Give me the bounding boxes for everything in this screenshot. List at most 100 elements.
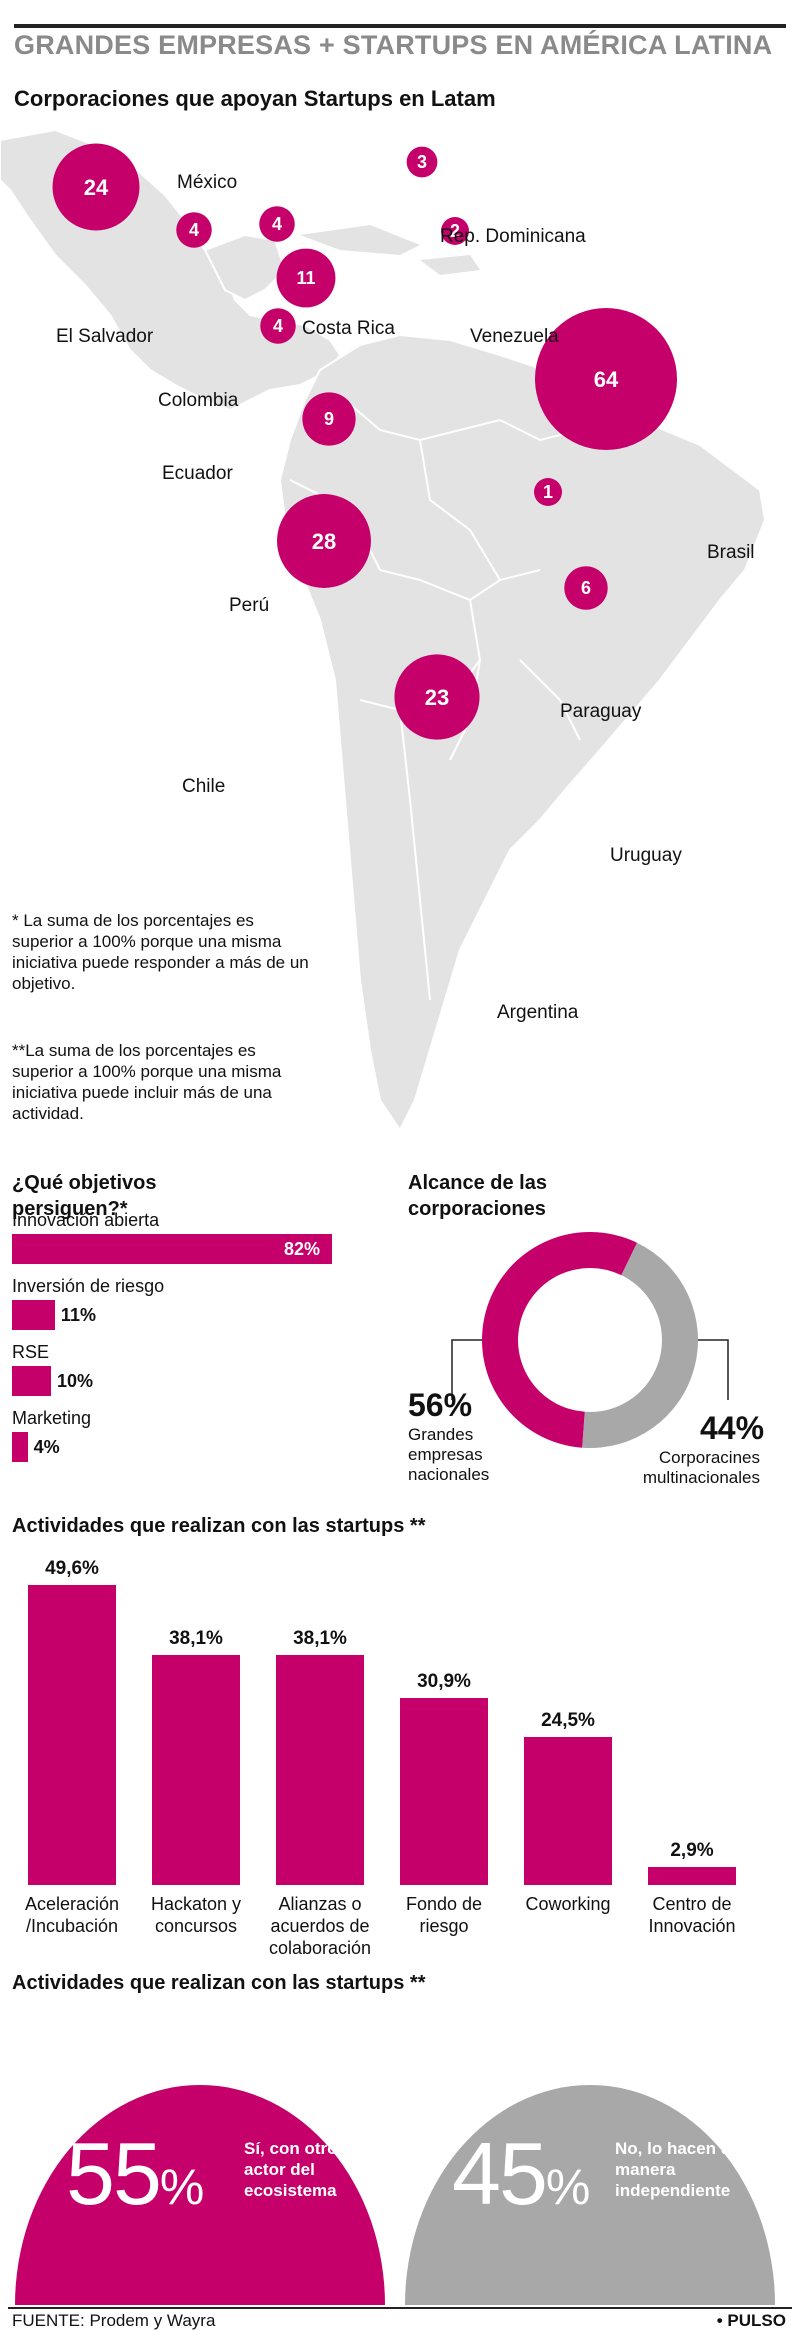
leader-national xyxy=(451,1339,482,1400)
bubble-value-9: 1 xyxy=(543,482,553,502)
activities-title: Actividades que realizan con las startup… xyxy=(12,1515,426,1537)
semi-pct-yes: 55% xyxy=(66,2130,204,2218)
semi-pct-no: 45% xyxy=(452,2130,590,2218)
map-yucatan xyxy=(203,233,287,302)
activity-category-3: Fondo de riesgo xyxy=(405,1894,483,1936)
map-cuba xyxy=(300,225,420,255)
semi-pct-yes-value: 55 xyxy=(66,2124,162,2223)
activities-semicircles xyxy=(15,2085,775,2305)
activity-bar-0 xyxy=(28,1585,116,1885)
bubble-12 xyxy=(394,654,480,740)
label-chile: Chile xyxy=(182,776,226,797)
activity-value-1: 38,1% xyxy=(169,1627,223,1649)
reach-title: Alcance de las corporaciones xyxy=(408,1172,547,1220)
bubble-value-4: 2 xyxy=(450,221,460,241)
reach-label-national: Grandes empresas nacionales xyxy=(408,1425,490,1484)
bubble-value-1: 3 xyxy=(417,152,427,172)
activity-bar-3 xyxy=(400,1698,488,1885)
objective-bar-0 xyxy=(12,1234,332,1264)
bubble-value-7: 64 xyxy=(594,367,619,392)
objective-bar-2 xyxy=(12,1366,52,1396)
label-colombia: Colombia xyxy=(158,390,239,411)
activities-chart: 49,6% Aceleración /Incubación 38,1% Hackato… xyxy=(0,1555,800,1965)
bubble-3 xyxy=(259,206,295,242)
footer-rule xyxy=(8,2307,792,2309)
label-ecuador: Ecuador xyxy=(162,463,233,484)
reach-pct-national: 56% xyxy=(408,1387,473,1423)
bubble-9 xyxy=(534,478,562,506)
label-brasil: Brasil xyxy=(707,542,755,563)
reach-pct-multinational: 44% xyxy=(700,1410,765,1446)
bubble-0 xyxy=(52,143,140,231)
label-rep-dominicana: Rep. Dominicana xyxy=(440,226,586,247)
semi-label-yes: Sí, con otro actor del ecosistema xyxy=(244,2139,338,2200)
bubble-value-3: 4 xyxy=(272,214,282,234)
objective-label-0: Innovación abierta xyxy=(12,1210,160,1230)
label-paraguay: Paraguay xyxy=(560,701,642,722)
donut-slice-0 xyxy=(482,1232,637,1448)
bubble-value-11: 6 xyxy=(581,578,591,598)
activity-bar-1 xyxy=(152,1654,240,1885)
semi-label-no: No, lo hacen de manera independiente xyxy=(615,2139,741,2200)
bubble-5 xyxy=(276,248,336,308)
label-argentina: Argentina xyxy=(497,1002,579,1023)
donut-slice-1 xyxy=(582,1242,698,1448)
footer-brand: • PULSO xyxy=(716,2311,786,2330)
page-title: GRANDES EMPRESAS + STARTUPS EN AMÉRICA L… xyxy=(14,30,773,60)
bubble-11 xyxy=(564,566,608,610)
bubble-6 xyxy=(260,308,296,344)
activity-value-2: 38,1% xyxy=(293,1627,347,1649)
objective-value-3: 4% xyxy=(33,1437,60,1457)
objectives-footnote: * La suma de los porcentajes es superior… xyxy=(12,911,309,993)
bubble-value-10: 28 xyxy=(312,529,336,554)
bubble-10 xyxy=(277,494,371,588)
activity-value-0: 49,6% xyxy=(45,1558,99,1579)
bubble-value-12: 23 xyxy=(425,685,449,710)
label-peru: Perú xyxy=(229,595,270,616)
leader-multinational xyxy=(698,1339,729,1400)
activity-bar-5 xyxy=(648,1867,736,1885)
bubble-value-6: 4 xyxy=(273,316,283,336)
activity-category-1: Hackaton y concursos xyxy=(150,1894,242,1936)
activity-category-0: Aceleración /Incubación xyxy=(24,1894,120,1936)
semi-pct-no-value: 45 xyxy=(452,2124,548,2223)
semicircle-no xyxy=(405,2085,775,2305)
label-mexico: México xyxy=(177,172,238,193)
bubbles-layer: 24 3 4 4 2 11 4 64 9 1 28 6 23 xyxy=(52,143,677,740)
bubble-value-5: 11 xyxy=(296,268,315,288)
activity-category-4: Coworking xyxy=(525,1894,611,1914)
activity-value-5: 2,9% xyxy=(670,1840,714,1862)
footer-source: FUENTE: Prodem y Wayra xyxy=(12,2311,216,2330)
objectives-chart: Innovación abierta 82% Inversión de riesgo… xyxy=(12,1210,352,1484)
bubble-4 xyxy=(441,217,469,245)
activity-category-2: Alianzas o acuerdos de colaboración xyxy=(268,1894,372,1958)
objective-label-1: Inversión de riesgo xyxy=(12,1276,165,1296)
bubble-7 xyxy=(535,308,677,450)
activity-category-5: Centro de Innovación xyxy=(648,1894,736,1936)
bubble-1 xyxy=(406,146,438,178)
bubble-2 xyxy=(176,212,212,248)
semi-pct-no-unit: % xyxy=(545,2159,590,2215)
label-venezuela: Venezuela xyxy=(470,326,559,347)
semi-pct-yes-unit: % xyxy=(159,2159,204,2215)
objective-bar-3 xyxy=(12,1432,28,1462)
objective-value-1: 11% xyxy=(60,1305,96,1325)
activity-value-4: 24,5% xyxy=(541,1709,595,1731)
reach-label-multinational: Corporacines multinacionales xyxy=(642,1448,760,1487)
bubble-value-0: 24 xyxy=(84,175,109,200)
bubble-8 xyxy=(302,392,356,446)
label-costa-rica: Costa Rica xyxy=(302,318,395,339)
label-uruguay: Uruguay xyxy=(610,845,682,866)
objective-bar-1 xyxy=(12,1300,55,1330)
semicircle-yes xyxy=(15,2085,385,2305)
activity-bar-4 xyxy=(524,1736,612,1885)
objectives-title: ¿Qué objetivos persiguen?* xyxy=(12,1172,157,1220)
objective-value-2: 10% xyxy=(57,1371,94,1391)
latam-map: 24 3 4 4 2 11 4 64 9 1 28 6 23 xyxy=(0,128,767,1132)
bubble-value-8: 9 xyxy=(324,409,334,429)
label-el-salvador: El Salvador xyxy=(56,326,154,347)
reach-donut xyxy=(451,1232,729,1448)
activities-title-2: Actividades que realizan con las startup… xyxy=(12,1972,426,1994)
activity-bar-2 xyxy=(276,1654,364,1885)
bubble-value-2: 4 xyxy=(189,220,199,240)
